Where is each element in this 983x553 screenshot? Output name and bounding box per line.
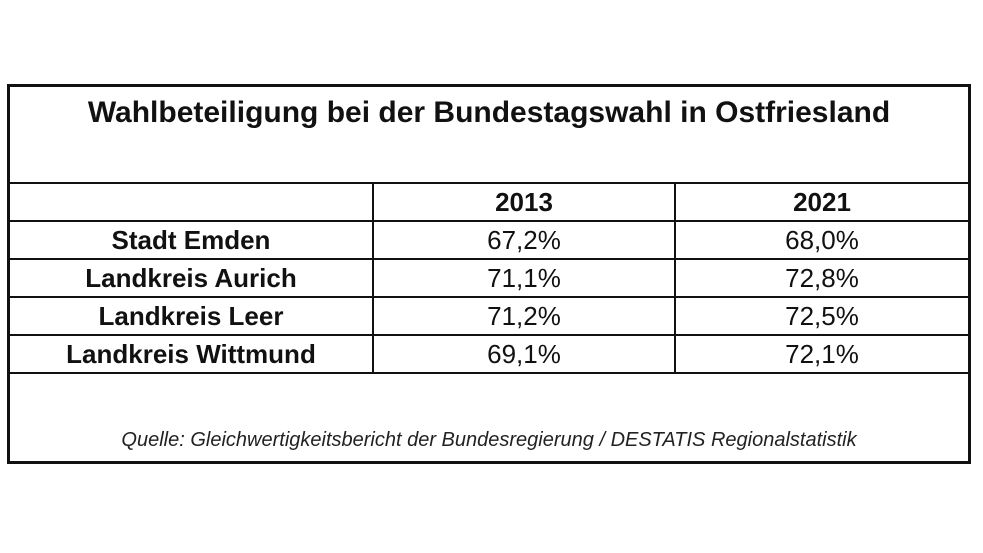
table-row: Landkreis Aurich 71,1% 72,8% — [10, 258, 968, 298]
header-2013: 2013 — [372, 182, 676, 222]
header-empty — [10, 182, 374, 222]
cell-2013: 69,1% — [372, 334, 676, 374]
cell-2013: 67,2% — [372, 220, 676, 260]
table-title: Wahlbeteiligung bei der Bundestagswahl i… — [87, 96, 891, 129]
table-row: Landkreis Wittmund 69,1% 72,1% — [10, 334, 968, 374]
row-label: Stadt Emden — [10, 220, 374, 260]
cell-2021: 72,1% — [674, 334, 968, 374]
cell-2013: 71,1% — [372, 258, 676, 298]
cell-2021: 68,0% — [674, 220, 968, 260]
source-note: Quelle: Gleichwertigkeitsbericht der Bun… — [121, 429, 857, 451]
row-label: Landkreis Aurich — [10, 258, 374, 298]
turnout-table: 2013 2021 Stadt Emden 67,2% 68,0% Landkr… — [10, 182, 968, 374]
table-frame: Wahlbeteiligung bei der Bundestagswahl i… — [7, 84, 971, 464]
table-row: Stadt Emden 67,2% 68,0% — [10, 220, 968, 260]
table-row: Landkreis Leer 71,2% 72,5% — [10, 296, 968, 336]
cell-2021: 72,8% — [674, 258, 968, 298]
cell-2013: 71,2% — [372, 296, 676, 336]
row-label: Landkreis Wittmund — [10, 334, 374, 374]
header-row: 2013 2021 — [10, 182, 968, 222]
row-label: Landkreis Leer — [10, 296, 374, 336]
header-2021: 2021 — [674, 182, 968, 222]
cell-2021: 72,5% — [674, 296, 968, 336]
